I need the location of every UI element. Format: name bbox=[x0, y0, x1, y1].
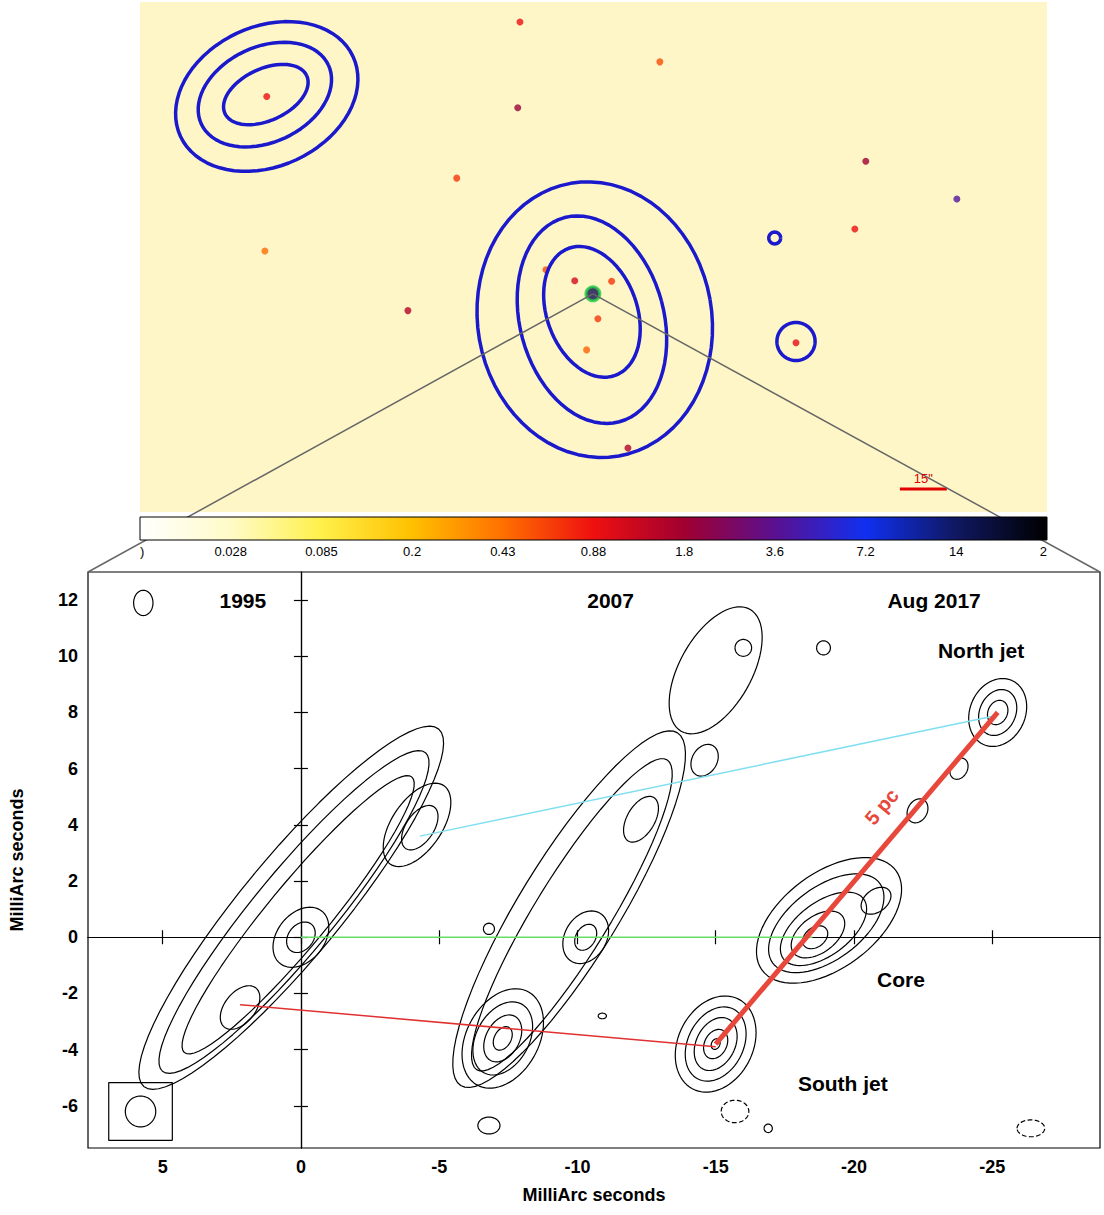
svg-text:0: 0 bbox=[68, 927, 78, 947]
svg-text:5: 5 bbox=[158, 1157, 168, 1177]
svg-text:10: 10 bbox=[58, 646, 78, 666]
svg-text:3.6: 3.6 bbox=[766, 544, 784, 559]
svg-text:5 pc: 5 pc bbox=[860, 784, 903, 829]
svg-text:MilliArc seconds: MilliArc seconds bbox=[522, 1185, 665, 1205]
svg-text:6: 6 bbox=[68, 759, 78, 779]
svg-text:2007: 2007 bbox=[587, 589, 634, 612]
svg-text:North jet: North jet bbox=[938, 639, 1024, 662]
svg-text:0.028: 0.028 bbox=[214, 544, 247, 559]
svg-text:-20: -20 bbox=[841, 1157, 867, 1177]
svg-text:7.2: 7.2 bbox=[857, 544, 875, 559]
svg-text:0.2: 0.2 bbox=[403, 544, 421, 559]
svg-text:): ) bbox=[140, 544, 144, 559]
svg-text:14: 14 bbox=[949, 544, 963, 559]
svg-text:-2: -2 bbox=[62, 983, 78, 1003]
svg-text:Core: Core bbox=[877, 968, 925, 991]
svg-text:South jet: South jet bbox=[798, 1072, 888, 1095]
svg-text:8: 8 bbox=[68, 702, 78, 722]
svg-text:0.43: 0.43 bbox=[490, 544, 515, 559]
svg-text:2: 2 bbox=[68, 871, 78, 891]
svg-text:Aug 2017: Aug 2017 bbox=[887, 589, 980, 612]
svg-text:15": 15" bbox=[914, 471, 933, 486]
svg-text:4: 4 bbox=[68, 815, 78, 835]
svg-text:-15: -15 bbox=[703, 1157, 729, 1177]
svg-text:-6: -6 bbox=[62, 1096, 78, 1116]
svg-text:1995: 1995 bbox=[219, 589, 266, 612]
svg-text:MilliArc seconds: MilliArc seconds bbox=[7, 788, 27, 931]
svg-text:2: 2 bbox=[1040, 544, 1047, 559]
svg-text:0.88: 0.88 bbox=[581, 544, 606, 559]
svg-text:1.8: 1.8 bbox=[675, 544, 693, 559]
svg-text:-10: -10 bbox=[564, 1157, 590, 1177]
svg-text:-5: -5 bbox=[431, 1157, 447, 1177]
svg-text:-25: -25 bbox=[979, 1157, 1005, 1177]
svg-text:12: 12 bbox=[58, 590, 78, 610]
svg-text:-4: -4 bbox=[62, 1040, 78, 1060]
svg-text:0.085: 0.085 bbox=[305, 544, 338, 559]
svg-text:0: 0 bbox=[296, 1157, 306, 1177]
